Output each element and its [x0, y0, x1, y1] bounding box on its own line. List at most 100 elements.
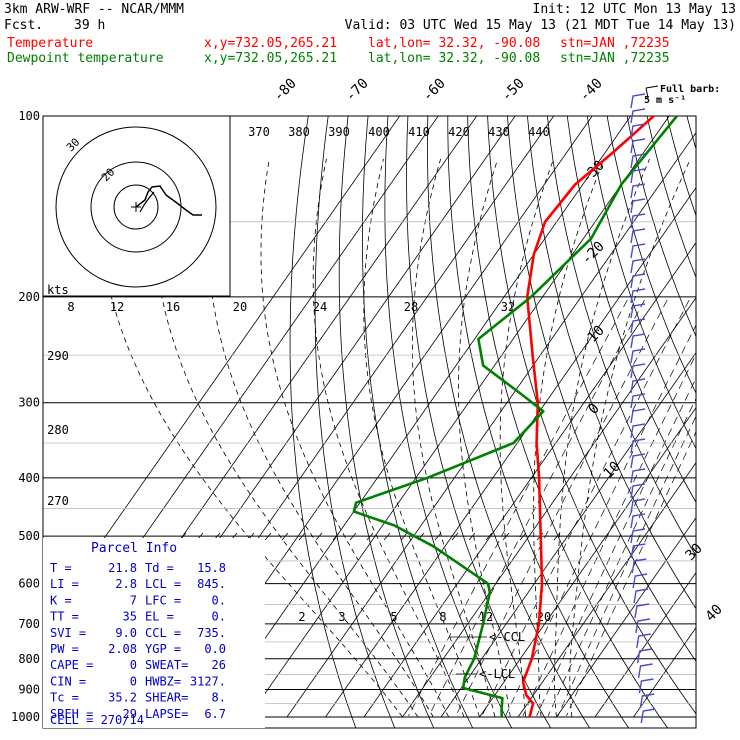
wind-barb-column	[630, 93, 656, 724]
isotherm-label: -50	[499, 76, 528, 105]
mixing-ratio-label: 20	[233, 300, 247, 314]
parcel-info-value: 35.2	[108, 691, 137, 705]
parcel-info-value: 0.	[212, 610, 226, 624]
wind-barb	[630, 408, 646, 424]
wind-tick	[264, 532, 272, 541]
parcel-info-key: LFC =	[145, 593, 181, 607]
dry-adiabat	[527, 116, 696, 610]
wind-barb	[630, 363, 646, 379]
dewpoint-series-label: Dewpoint temperature	[7, 51, 164, 66]
theta-label: 410	[408, 125, 430, 139]
pressure-tick-label: 1000	[11, 710, 40, 724]
moist-adiabat	[412, 158, 496, 718]
parcel-info-key: SWEAT=	[145, 658, 188, 672]
hodograph-origin-marker	[131, 202, 141, 212]
isotherm	[517, 462, 696, 718]
dry-adiabat-label: 280	[47, 423, 69, 437]
isotherm	[594, 572, 696, 718]
parcel-info-key: Td =	[145, 561, 174, 575]
wind-tick	[502, 532, 510, 541]
dry-adiabat	[507, 116, 696, 662]
dewpoint-profile	[352, 115, 678, 718]
parcel-info-key: SHEAR=	[145, 691, 188, 705]
parcel-info-key: SREH =	[50, 707, 93, 721]
dry-adiabat	[406, 116, 552, 728]
dry-adiabat	[447, 116, 629, 728]
isotherm-label: -40	[577, 76, 606, 105]
wind-tick	[332, 532, 340, 541]
mixing-ratio-label: 3	[338, 610, 345, 624]
parcel-info-key: YGP =	[145, 642, 181, 656]
dry-adiabat	[566, 116, 696, 504]
isotherm-label: -80	[271, 76, 300, 105]
parcel-info-value: 0.	[212, 593, 226, 607]
mixing-ratio-label: 32	[501, 300, 515, 314]
moist-adiabat	[363, 158, 480, 718]
dry-adiabat	[606, 116, 696, 394]
wind-barb	[630, 153, 646, 169]
wind-tick	[485, 532, 493, 541]
isotherm	[479, 407, 696, 718]
parcel-info-value: 15.8	[197, 561, 226, 575]
parcel-info-value: 3127.	[190, 674, 226, 688]
parcel-info-key: LI =	[50, 577, 79, 591]
parcel-info-key: Tc =	[50, 691, 79, 705]
mixing-ratio-line	[557, 415, 696, 717]
isotherm-label: -70	[343, 76, 372, 105]
mixing-ratio-line	[408, 299, 628, 717]
hodograph-trace	[135, 185, 202, 216]
dewpoint-xy: x,y=732.05,265.21	[204, 51, 338, 66]
dry-adiabat	[289, 116, 357, 728]
dry-adiabat	[487, 116, 696, 715]
dry-adiabat	[338, 116, 435, 728]
parcel-info-key: T =	[50, 561, 72, 575]
wind-barb	[630, 303, 646, 319]
isotherm-label: -10	[579, 323, 608, 352]
wind-barb	[630, 318, 646, 334]
temperature-station: stn=JAN ,72235	[560, 36, 670, 51]
valid-time: Valid: 03 UTC Wed 15 May 13 (21 MDT Tue …	[344, 18, 736, 33]
parcel-info-panel: Parcel Info T = 21.8 Td = 15.8 LI = 2.8 LCL = 84…	[43, 538, 265, 728]
dry-adiabat	[586, 116, 696, 450]
wind-tick	[281, 532, 289, 541]
pressure-tick-label: 400	[18, 471, 40, 485]
parcel-info-value: 0	[130, 658, 137, 672]
wind-tick	[553, 532, 561, 541]
parcel-info-key: SVI =	[50, 626, 86, 640]
mixing-ratio-label: 2	[298, 610, 305, 624]
temperature-latlon: lat,lon= 32.32, -90.08	[368, 36, 541, 51]
wind-barb	[634, 603, 650, 619]
parcel-info-key: LCL =	[145, 577, 181, 591]
wind-tick	[349, 532, 357, 541]
parcel-info-value: 35	[123, 610, 137, 624]
parcel-info-value: 29	[123, 707, 137, 721]
wind-tick	[468, 532, 476, 541]
wind-barb	[630, 213, 646, 229]
dry-adiabat-label: 290	[47, 349, 69, 363]
wind-tick	[400, 532, 408, 541]
wind-barb	[630, 438, 646, 454]
hodograph	[42, 115, 231, 297]
dry-adiabat	[362, 116, 474, 728]
parcel-info-key: TT =	[50, 610, 79, 624]
wind-tick	[315, 532, 323, 541]
forecast-hour: 39 h	[74, 18, 106, 33]
parcel-info-value: 0.0	[204, 642, 226, 656]
mixing-ratio-line	[428, 299, 645, 717]
parcel-info-key: EL =	[145, 610, 174, 624]
theta-label: 380	[288, 125, 310, 139]
wind-barb	[630, 243, 646, 259]
mixing-ratio-line	[455, 299, 668, 717]
parcel-info-value: 9.0	[115, 626, 137, 640]
dewpoint-latlon: lat,lon= 32.32, -90.08	[368, 51, 541, 66]
temperature-profile	[521, 115, 655, 718]
mixing-ratio-line	[522, 353, 696, 717]
mixing-ratio-line	[536, 377, 696, 717]
wind-barb	[630, 528, 646, 544]
isotherm-label: -60	[420, 76, 449, 105]
pressure-tick-label: 100	[18, 109, 40, 123]
mixing-ratio-line	[566, 431, 696, 717]
lcl-annotation: <-LCL	[479, 667, 515, 681]
parcel-info-value: 2.8	[115, 577, 137, 591]
